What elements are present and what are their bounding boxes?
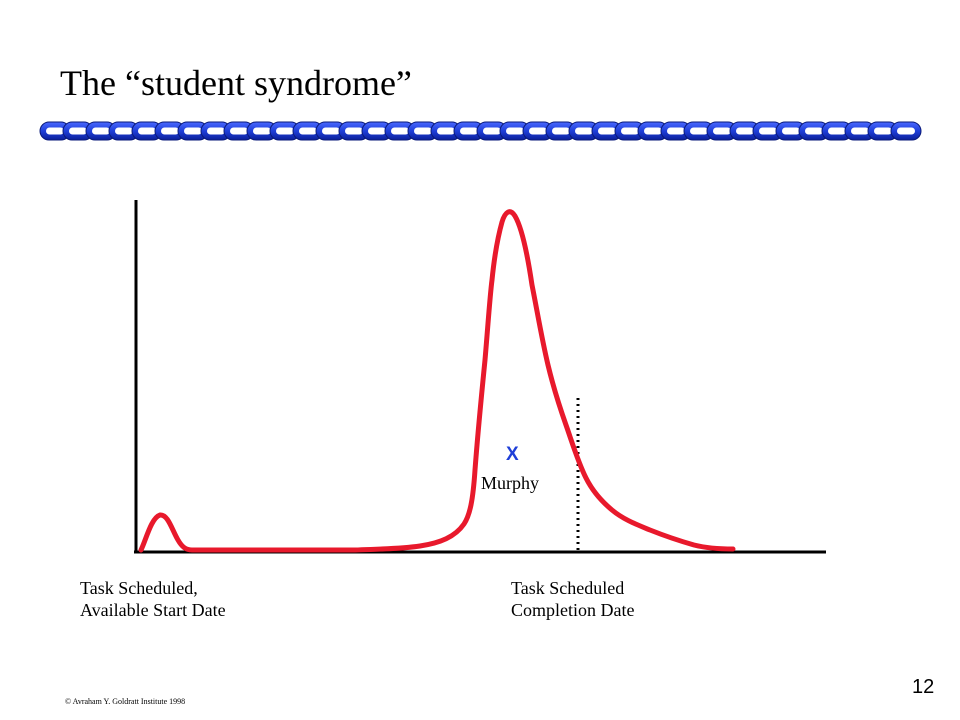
chain-link-hole — [345, 127, 363, 135]
chain-link-hole — [506, 127, 524, 135]
chain-link-hole — [46, 127, 64, 135]
chain-link-hole — [552, 127, 570, 135]
chain-link-hole — [207, 127, 225, 135]
murphy-marker: X — [506, 444, 519, 465]
chain-link-hole — [322, 127, 340, 135]
chain-link-hole — [276, 127, 294, 135]
chain-link-hole — [667, 127, 685, 135]
chain-link-hole — [897, 127, 915, 135]
chain-icon — [39, 121, 922, 141]
chain-link-hole — [69, 127, 87, 135]
chain-link-hole — [460, 127, 478, 135]
chain-link-hole — [391, 127, 409, 135]
chain-link-hole — [805, 127, 823, 135]
chain-link-hole — [161, 127, 179, 135]
slide-title: The “student syndrome” — [60, 63, 412, 103]
chain-link-hole — [736, 127, 754, 135]
chain-link-hole — [115, 127, 133, 135]
chain-link-hole — [483, 127, 501, 135]
start-date-label-line2: Available Start Date — [80, 600, 226, 620]
chain-link-hole — [437, 127, 455, 135]
completion-date-label-line2: Completion Date — [511, 600, 635, 620]
chain-link-hole — [299, 127, 317, 135]
chain-link-hole — [184, 127, 202, 135]
chain-link-hole — [368, 127, 386, 135]
chain-link-hole — [575, 127, 593, 135]
chain-link-hole — [782, 127, 800, 135]
chain-link-hole — [874, 127, 892, 135]
chain-link-hole — [828, 127, 846, 135]
murphy-label: Murphy — [481, 473, 539, 493]
effort-curve — [138, 209, 736, 553]
copyright-notice: © Avraham Y. Goldratt Institute 1998 — [65, 697, 186, 706]
completion-date-label-line1: Task Scheduled — [511, 578, 625, 598]
completion-date-label: Task Scheduled Completion Date — [511, 577, 634, 621]
chain-link-hole — [598, 127, 616, 135]
start-date-label-line1: Task Scheduled, — [80, 578, 198, 598]
page-number: 12 — [912, 676, 935, 698]
chain-link-hole — [621, 127, 639, 135]
chain-link-hole — [414, 127, 432, 135]
chain-link-hole — [690, 127, 708, 135]
chain-link-hole — [759, 127, 777, 135]
chain-link-hole — [644, 127, 662, 135]
chain-link-hole — [713, 127, 731, 135]
chain-link-hole — [529, 127, 547, 135]
chain-link-hole — [851, 127, 869, 135]
chain-link-hole — [253, 127, 271, 135]
start-date-label: Task Scheduled, Available Start Date — [80, 577, 226, 621]
chain-link-hole — [230, 127, 248, 135]
chain-link-hole — [138, 127, 156, 135]
chain-link-hole — [92, 127, 110, 135]
